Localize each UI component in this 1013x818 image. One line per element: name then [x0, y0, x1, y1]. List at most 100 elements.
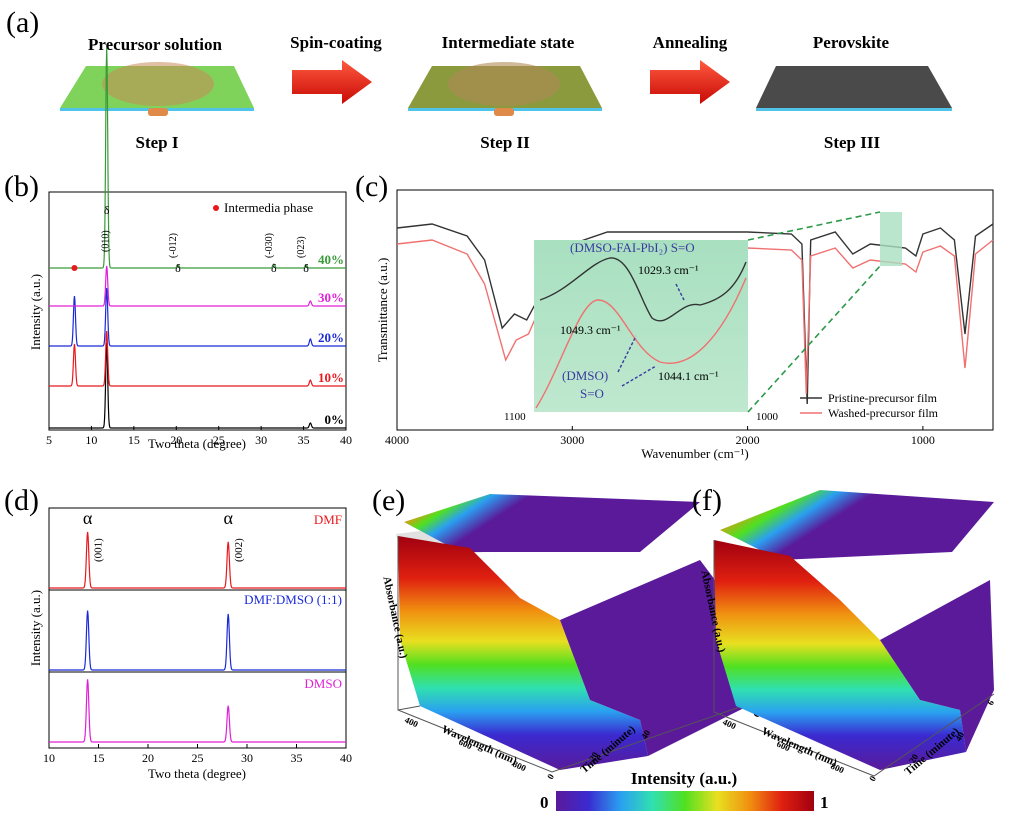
panel-label-d: (d) [4, 484, 39, 517]
inset-label-dmso-so: S=O [580, 386, 604, 401]
colorbar: Intensity (a.u.) 0 1 [540, 769, 829, 812]
x-ticks-c: 4000 3000 2000 1000 [385, 426, 935, 447]
legend-text-washed: Washed-precursor film [828, 406, 939, 420]
arrow-spin-coating [292, 60, 372, 104]
xrd-series-0pct [49, 342, 346, 429]
inset-box [534, 240, 748, 412]
series-label-0pct: 0% [325, 412, 345, 427]
arrow-label-1: Spin-coating [290, 33, 382, 52]
x-tick-label-b: 20 [170, 433, 182, 447]
arrow-annealing [650, 60, 730, 104]
x-tick-label-b: 30 [255, 433, 267, 447]
stage-label-1: Precursor solution [88, 35, 222, 54]
colorbar-title: Intensity (a.u.) [631, 769, 737, 788]
arrow-label-2: Annealing [653, 33, 728, 52]
panel-b: (b) 0% 10% 20% 30% 40% δ (010) δ (-012) δ (-030) δ (… [4, 47, 352, 451]
colorbar-max: 1 [820, 793, 829, 812]
xrd-d-series-2 [49, 679, 346, 743]
perovskite-film [756, 66, 952, 111]
x-ticks-d: 10 15 20 25 30 35 40 [43, 744, 352, 765]
step-label-2: Step II [480, 133, 530, 152]
x-tick-label-b: 25 [213, 433, 225, 447]
x-tick-label-b: 40 [340, 433, 352, 447]
x-tick-label-c: 4000 [385, 433, 409, 447]
x-ticks-b: 5 10 15 20 25 30 35 40 [46, 426, 352, 447]
series-label-10pct: 10% [318, 370, 344, 385]
intermediate-film [408, 62, 602, 116]
x-tick-label-d: 25 [192, 751, 204, 765]
delta-marker-0: δ [104, 203, 110, 217]
x-axis-label-d: Two theta (degree) [148, 766, 246, 781]
far-tick-f: 6 [985, 698, 996, 707]
plot-frame-b [48, 191, 347, 431]
x-tick-label-b: 10 [85, 433, 97, 447]
miller-index-1: (-012) [168, 233, 179, 258]
miller-index-3: (023) [296, 236, 307, 258]
panel-f: (f) Absorbance (a.u.) Wavelength (nm) Ti… [692, 484, 996, 783]
plot-area-b: 0% 10% 20% 30% 40% δ (010) δ (-012) δ (-030) δ (023) [49, 47, 346, 429]
y-axis-label-b: Intensity (a.u.) [28, 274, 43, 350]
series-label-d-0: DMF [314, 512, 342, 527]
delta-marker-2: δ [271, 261, 277, 275]
x-tick-e-0: 400 [403, 715, 420, 730]
legend-marker-b [213, 205, 219, 211]
xrd-series-10pct [49, 330, 346, 387]
xrd-d-series-0 [49, 531, 346, 589]
delta-marker-3: δ [303, 261, 309, 275]
x-tick-label-c: 3000 [560, 433, 584, 447]
xrd-series-30pct [49, 265, 346, 307]
series-label-d-2: DMSO [304, 676, 342, 691]
inset-pointer-1049 [617, 335, 637, 373]
zoom-region [880, 212, 902, 266]
series-label-d-1: DMF:DMSO (1:1) [244, 592, 342, 607]
alpha-marker-1: α [223, 508, 233, 528]
x-axis-label-c: Wavenumber (cm⁻¹) [641, 446, 749, 461]
y-tick-e-0: 0 [545, 772, 556, 781]
x-tick-label-b: 35 [298, 433, 310, 447]
plot-frame-c [396, 189, 994, 431]
colorbar-gradient [556, 791, 814, 811]
alpha-marker-0: α [83, 508, 93, 528]
x-tick-label-b: 15 [128, 433, 140, 447]
inset-label-1029: 1029.3 cm⁻¹ [638, 263, 699, 277]
inset-label-complex: (DMSO-FAI-PbI₂) S=O [570, 240, 695, 255]
y-axis-label-d: Intensity (a.u.) [28, 590, 43, 666]
inset-curve-pristine [539, 257, 747, 322]
surface-e [396, 494, 761, 773]
x-tick-label-d: 30 [241, 751, 253, 765]
inset-pointer-1044 [621, 365, 657, 387]
inset-label-dmso: (DMSO) [562, 368, 608, 383]
series-label-30pct: 30% [318, 290, 344, 305]
inset-curve-washed [535, 277, 747, 409]
inset-xlabel-right: 1000 [756, 411, 779, 423]
step-label-1: Step I [136, 133, 179, 152]
miller-index-2: (-030) [264, 233, 275, 258]
delta-marker-1: δ [175, 261, 181, 275]
zoom-line-top [747, 211, 881, 241]
x-tick-label-d: 40 [340, 751, 352, 765]
panel-e: (e) Absorbance (a.u.) Wavelength (nm) Ti… [372, 484, 762, 781]
x-axis-label-b: Two theta (degree) [148, 436, 246, 451]
x-tick-label-b: 5 [46, 433, 52, 447]
x-tick-f-0: 400 [721, 717, 738, 732]
x-tick-label-c: 2000 [736, 433, 760, 447]
xrd-d-series-1 [49, 610, 346, 671]
miller-index-0: (010) [101, 230, 112, 252]
step-label-3: Step III [824, 133, 881, 152]
precursor-film [60, 62, 254, 116]
intermediate-phase-marker [71, 265, 78, 271]
y-tick-f-0: 0 [867, 774, 878, 783]
x-tick-label-d: 35 [291, 751, 303, 765]
legend-text-b: Intermedia phase [224, 200, 313, 215]
miller-index-d-1: (002) [233, 538, 245, 562]
stage-label-3: Perovskite [813, 33, 890, 52]
x-tick-label-d: 20 [142, 751, 154, 765]
ftir-series-1 [396, 239, 994, 395]
panel-label-b: (b) [4, 170, 39, 203]
inset-label-1044: 1044.1 cm⁻¹ [658, 369, 719, 383]
x-tick-label-d: 15 [93, 751, 105, 765]
xrd-series-40pct [49, 47, 346, 269]
